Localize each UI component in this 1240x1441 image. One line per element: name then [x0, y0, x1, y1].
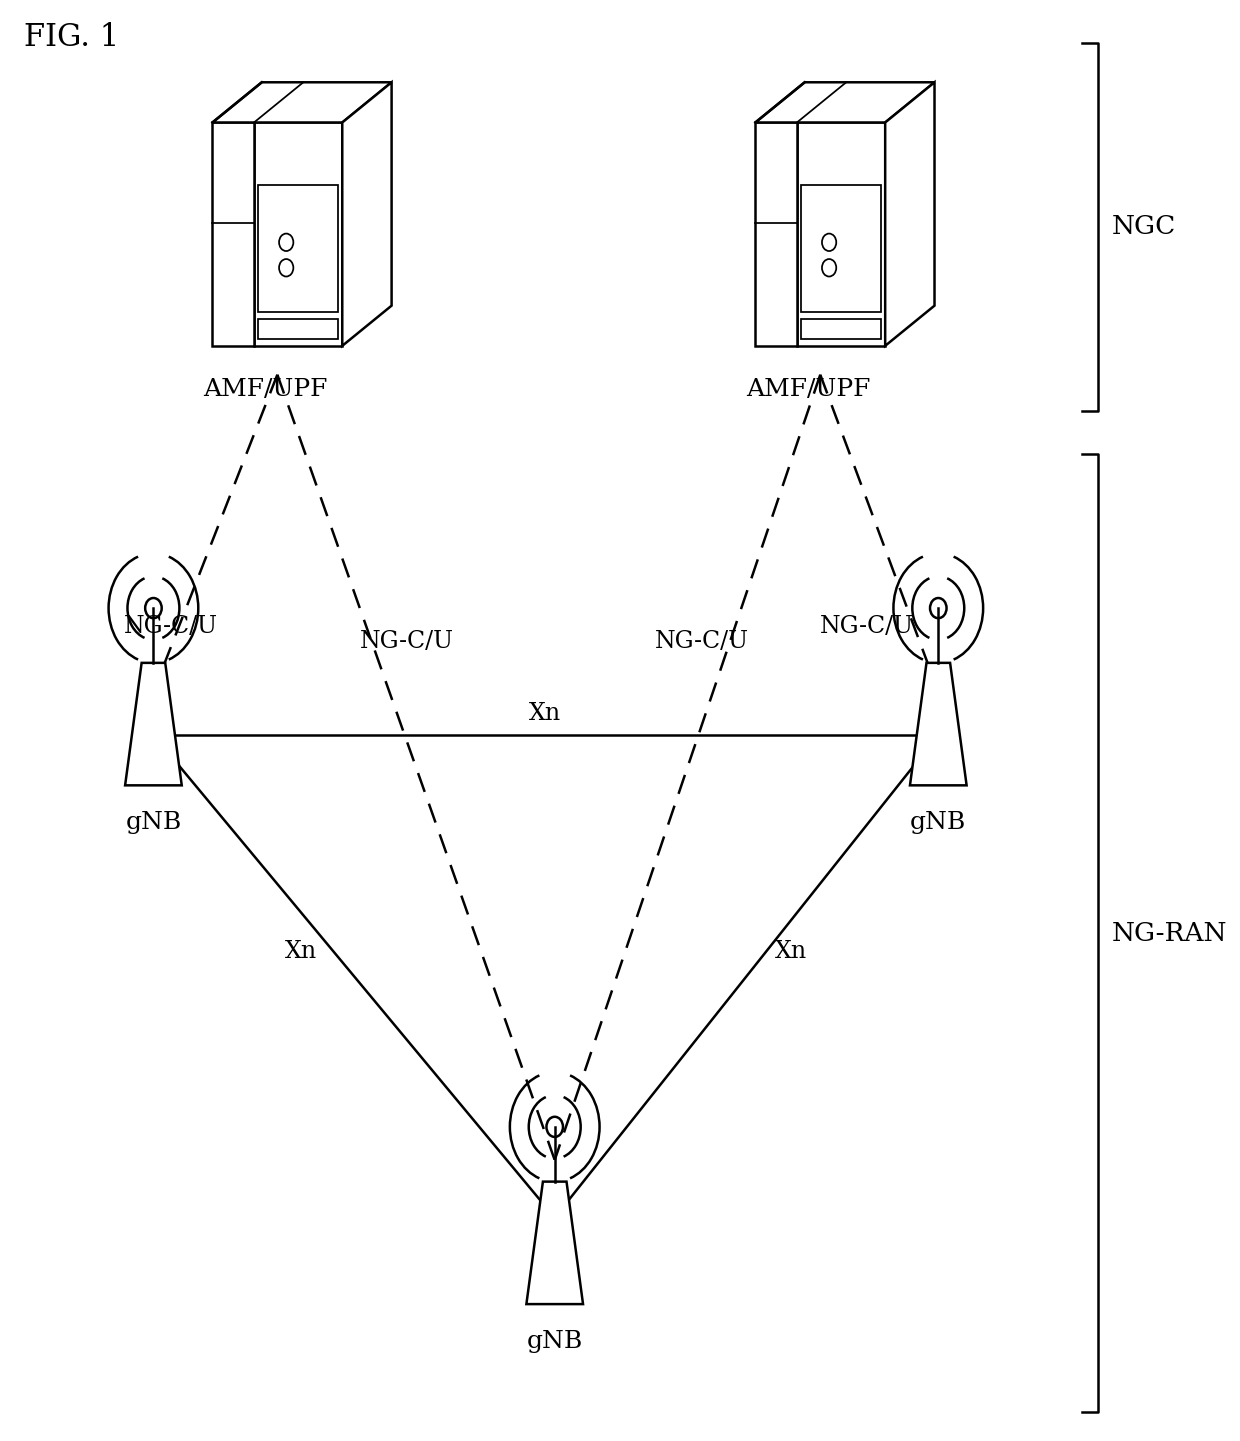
Polygon shape: [755, 82, 935, 122]
Text: NG-C/U: NG-C/U: [360, 630, 454, 653]
Polygon shape: [801, 184, 880, 313]
Polygon shape: [258, 318, 337, 339]
Text: AMF/UPF: AMF/UPF: [203, 378, 327, 401]
Polygon shape: [801, 318, 880, 339]
Polygon shape: [910, 663, 967, 785]
Text: gNB: gNB: [910, 811, 966, 834]
Polygon shape: [125, 663, 182, 785]
Text: Xn: Xn: [529, 702, 562, 725]
Text: gNB: gNB: [527, 1330, 583, 1353]
Text: Xn: Xn: [285, 940, 317, 963]
Text: NG-RAN: NG-RAN: [1112, 921, 1228, 945]
Polygon shape: [258, 184, 337, 313]
Polygon shape: [527, 1182, 583, 1304]
Polygon shape: [212, 82, 392, 122]
Polygon shape: [797, 122, 885, 346]
Polygon shape: [885, 82, 935, 346]
Text: NG-C/U: NG-C/U: [655, 630, 749, 653]
Text: FIG. 1: FIG. 1: [24, 22, 119, 53]
Text: gNB: gNB: [125, 811, 181, 834]
Polygon shape: [755, 122, 797, 346]
Text: NG-C/U: NG-C/U: [821, 615, 914, 638]
Text: NG-C/U: NG-C/U: [124, 615, 218, 638]
Polygon shape: [254, 122, 342, 346]
Text: NGC: NGC: [1112, 215, 1176, 239]
Text: Xn: Xn: [775, 940, 807, 963]
Polygon shape: [342, 82, 392, 346]
Text: AMF/UPF: AMF/UPF: [746, 378, 870, 401]
Polygon shape: [212, 122, 254, 346]
